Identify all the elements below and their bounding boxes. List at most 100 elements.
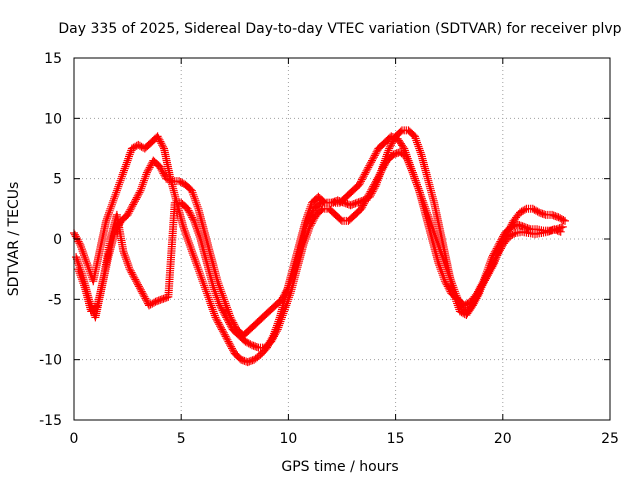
data-point xyxy=(510,229,519,238)
data-point xyxy=(121,162,130,171)
data-point xyxy=(146,300,155,309)
data-point xyxy=(192,259,201,268)
data-point xyxy=(224,316,233,325)
data-point xyxy=(221,332,230,341)
data-point xyxy=(103,212,112,221)
data-point xyxy=(216,322,225,331)
data-point xyxy=(120,164,129,173)
data-point xyxy=(184,206,193,215)
x-tick-label: 15 xyxy=(387,431,405,447)
data-point xyxy=(77,273,86,282)
data-point xyxy=(372,177,380,186)
data-point xyxy=(281,288,290,297)
data-point xyxy=(225,318,233,327)
data-point xyxy=(360,170,369,179)
data-point xyxy=(123,210,132,219)
data-point xyxy=(134,190,143,199)
data-point xyxy=(216,303,225,312)
data-point xyxy=(520,205,529,214)
data-point xyxy=(473,289,482,298)
data-point xyxy=(213,316,222,325)
data-point xyxy=(157,139,166,148)
data-point xyxy=(153,132,162,141)
data-point xyxy=(113,184,122,193)
data-point xyxy=(115,180,123,189)
data-point xyxy=(190,218,199,227)
data-point xyxy=(355,180,364,189)
data-point xyxy=(414,142,423,151)
data-point xyxy=(442,280,451,289)
data-point xyxy=(402,152,411,161)
data-point xyxy=(119,168,128,177)
y-tick-label: 15 xyxy=(44,51,62,67)
data-point xyxy=(364,163,373,172)
y-axis-label: SDTVAR / TECUs xyxy=(6,182,22,297)
data-point xyxy=(280,307,289,316)
data-point xyxy=(159,142,168,151)
data-point xyxy=(217,325,226,334)
data-point xyxy=(486,263,495,272)
data-point xyxy=(123,156,132,165)
data-point xyxy=(130,273,139,282)
data-point xyxy=(476,282,485,291)
data-point xyxy=(215,320,224,329)
data-point xyxy=(182,231,191,239)
data-point xyxy=(308,217,317,226)
data-point xyxy=(142,296,151,305)
data-point xyxy=(193,263,202,272)
data-point xyxy=(192,222,201,231)
data-point xyxy=(136,285,145,294)
data-point xyxy=(78,277,87,286)
data-point xyxy=(185,208,194,217)
data-point xyxy=(160,171,169,180)
data-point xyxy=(226,341,235,349)
data-point xyxy=(115,178,124,187)
data-point xyxy=(84,263,93,272)
data-point xyxy=(156,164,165,173)
data-point xyxy=(210,287,219,296)
data-point xyxy=(134,280,142,289)
data-point xyxy=(210,309,219,318)
data-point xyxy=(135,188,144,197)
data-point xyxy=(434,259,443,268)
data-point xyxy=(495,247,504,256)
data-point xyxy=(404,158,413,167)
data-point xyxy=(138,289,147,298)
data-point xyxy=(272,327,281,336)
data-point xyxy=(273,325,282,334)
data-point xyxy=(387,141,395,150)
data-point xyxy=(384,146,393,155)
data-point xyxy=(117,174,126,183)
data-point xyxy=(131,197,139,206)
data-point xyxy=(410,174,419,183)
data-point xyxy=(223,315,232,324)
x-tick-label: 20 xyxy=(494,431,512,447)
data-point xyxy=(120,251,129,260)
data-point xyxy=(369,182,378,191)
data-point xyxy=(219,308,228,317)
data-point xyxy=(481,273,490,282)
data-point xyxy=(218,327,227,336)
data-point xyxy=(435,263,444,272)
data-point xyxy=(405,160,414,169)
data-point xyxy=(224,337,233,346)
data-point xyxy=(207,301,216,310)
data-point xyxy=(157,166,166,174)
data-point xyxy=(267,337,276,346)
data-point xyxy=(133,191,142,200)
data-point xyxy=(372,175,381,184)
data-point xyxy=(374,172,383,181)
data-point xyxy=(301,235,310,243)
data-point xyxy=(80,251,88,260)
data-point xyxy=(102,216,111,225)
data-point xyxy=(127,204,136,212)
data-point xyxy=(556,227,565,236)
data-point xyxy=(146,161,155,170)
data-point xyxy=(366,160,375,168)
data-point xyxy=(413,140,422,149)
data-point xyxy=(489,258,498,267)
data-point xyxy=(359,201,368,210)
data-point xyxy=(125,152,133,161)
data-point xyxy=(131,275,140,284)
data-point xyxy=(268,335,277,344)
